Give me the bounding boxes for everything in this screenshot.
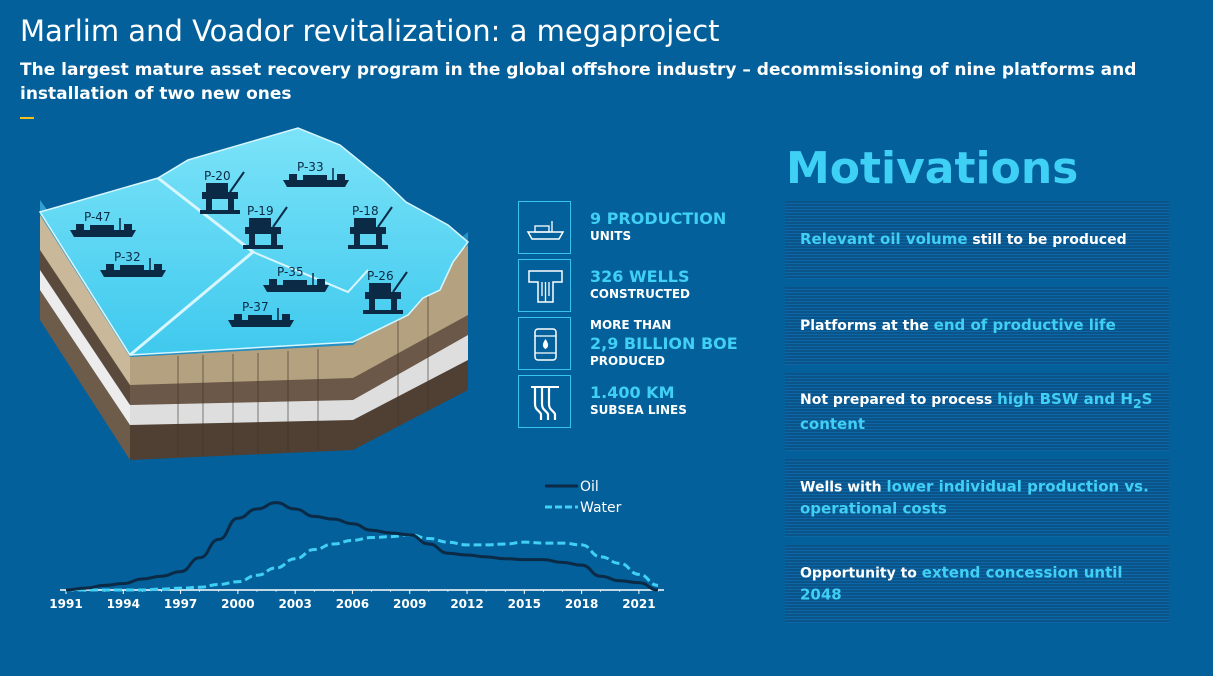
motivation-text: Opportunity to extend concession until 2… bbox=[800, 563, 1123, 604]
motivation-text: Platforms at the end of productive life bbox=[800, 316, 1116, 334]
motivation-card: Not prepared to process high BSW and H2S… bbox=[785, 373, 1169, 451]
fpso-p-47: P-47 bbox=[70, 210, 136, 237]
x-tick-label: 2015 bbox=[508, 597, 541, 611]
motivations-title: Motivations bbox=[786, 143, 1079, 194]
oil-series-line bbox=[65, 501, 659, 592]
platform-label: P-19 bbox=[247, 204, 274, 218]
platform-label: P-37 bbox=[242, 300, 269, 314]
x-tick-label: 1994 bbox=[107, 597, 140, 611]
subsea-lines-icon bbox=[518, 375, 571, 428]
well-icon bbox=[518, 259, 571, 312]
stat-label: PRODUCED bbox=[590, 354, 665, 368]
legend-label-water: Water bbox=[580, 500, 622, 516]
production-chart: 1991 1994 1997 2000 2003 2006 2009 2012 2015 2018… bbox=[49, 479, 664, 611]
oil-barrel-icon bbox=[518, 317, 571, 370]
stat-label: UNITS bbox=[590, 229, 632, 243]
x-tick-label: 1997 bbox=[164, 597, 197, 611]
platform-label: P-20 bbox=[204, 169, 231, 183]
x-tick-label: 2006 bbox=[336, 597, 369, 611]
x-tick-label: 1991 bbox=[49, 597, 82, 611]
stat-value: 9 PRODUCTION bbox=[590, 209, 727, 228]
platform-p-20: P-20 bbox=[200, 169, 245, 214]
water-series-line bbox=[66, 533, 659, 592]
motivation-text: Wells with lower individual production v… bbox=[800, 477, 1149, 518]
x-tick-label: 2018 bbox=[565, 597, 598, 611]
platform-label: P-32 bbox=[114, 250, 141, 264]
fpso-p-32: P-32 bbox=[100, 250, 166, 277]
page-subtitle: The largest mature asset recovery progra… bbox=[20, 60, 1137, 104]
reservoir-block-illustration: P-47 P-32 P-20 P-33 P-19 P-18 P-35 P-26 P-37 bbox=[38, 127, 470, 460]
x-tick-label: 2003 bbox=[278, 597, 311, 611]
motivation-card: Wells with lower individual production v… bbox=[785, 459, 1169, 537]
legend-label-oil: Oil bbox=[580, 479, 599, 495]
stat-value: 326 WELLS bbox=[590, 267, 690, 286]
x-tick-label: 2021 bbox=[622, 597, 655, 611]
ship-icon bbox=[518, 201, 571, 254]
accent-divider bbox=[20, 117, 34, 119]
motivation-text: Not prepared to process high BSW and H2S… bbox=[800, 390, 1153, 433]
page-title: Marlim and Voador revitalization: a mega… bbox=[20, 14, 720, 48]
stat-value: 1.400 KM bbox=[590, 383, 675, 402]
stat-subsea-lines: 1.400 KM SUBSEA LINES bbox=[518, 375, 798, 430]
stat-label: CONSTRUCTED bbox=[590, 287, 691, 301]
stat-prefix: MORE THAN bbox=[590, 318, 672, 332]
stat-label: SUBSEA LINES bbox=[590, 403, 687, 417]
fpso-p-35: P-35 bbox=[263, 265, 329, 292]
x-tick-label: 2000 bbox=[221, 597, 254, 611]
motivation-card: Platforms at the end of productive life bbox=[785, 287, 1169, 365]
platform-label: P-47 bbox=[84, 210, 111, 224]
fpso-p-33: P-33 bbox=[283, 160, 349, 187]
x-tick-label: 2012 bbox=[450, 597, 483, 611]
stat-production-units: 9 PRODUCTION UNITS bbox=[518, 201, 798, 256]
platform-label: P-35 bbox=[277, 265, 304, 279]
platform-p-19: P-19 bbox=[243, 204, 288, 249]
stat-value: 2,9 BILLION BOE bbox=[590, 334, 738, 353]
fpso-p-37: P-37 bbox=[228, 300, 294, 327]
motivation-card: Relevant oil volume still to be produced bbox=[785, 201, 1169, 279]
x-tick-label: 2009 bbox=[393, 597, 426, 611]
platform-label: P-26 bbox=[367, 269, 394, 283]
stat-boe: MORE THAN 2,9 BILLION BOE PRODUCED bbox=[518, 317, 798, 372]
motivation-card: Opportunity to extend concession until 2… bbox=[785, 545, 1169, 623]
platform-p-26: P-26 bbox=[363, 269, 408, 314]
platform-label: P-33 bbox=[297, 160, 324, 174]
platform-label: P-18 bbox=[352, 204, 379, 218]
platform-p-18: P-18 bbox=[348, 204, 393, 249]
stat-wells: 326 WELLS CONSTRUCTED bbox=[518, 259, 798, 314]
motivation-text: Relevant oil volume still to be produced bbox=[800, 230, 1127, 248]
